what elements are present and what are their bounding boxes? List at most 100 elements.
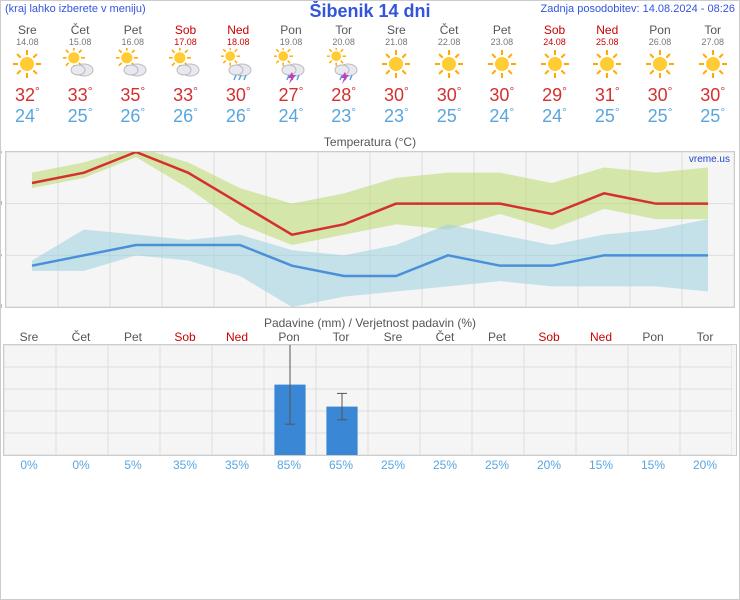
precipitation-day-row: SreČetPetSobNedPonTorSreČetPetSobNedPonT… <box>3 330 731 344</box>
low-temp: 26 <box>212 106 265 127</box>
day-date: 25.08 <box>581 37 634 47</box>
weather-icon <box>686 47 739 85</box>
precip-day-label: Ned <box>575 330 627 344</box>
day-date: 21.08 <box>370 37 423 47</box>
precipitation-chart-title: Padavine (mm) / Verjetnost padavin (%) <box>1 316 739 330</box>
high-temp: 27 <box>265 85 318 106</box>
precip-day-label: Sob <box>523 330 575 344</box>
low-temp: 23 <box>370 106 423 127</box>
day-date: 20.08 <box>317 37 370 47</box>
day-header: Pet 16.08 <box>106 23 159 47</box>
day-date: 18.08 <box>212 37 265 47</box>
precip-day-label: Sre <box>3 330 55 344</box>
temperature-chart-title: Temperatura (°C) <box>5 135 735 149</box>
low-temp: 24 <box>475 106 528 127</box>
temp-ylabel: 35 <box>0 147 2 158</box>
precip-day-label: Čet <box>55 330 107 344</box>
weather-icon <box>423 47 476 85</box>
weather-icon <box>317 47 370 85</box>
low-temp: 26 <box>106 106 159 127</box>
precip-probability: 20% <box>679 456 731 472</box>
low-temp: 26 <box>159 106 212 127</box>
high-temp: 28 <box>317 85 370 106</box>
precip-day-label: Sob <box>159 330 211 344</box>
low-temp: 24 <box>528 106 581 127</box>
low-temp: 24 <box>265 106 318 127</box>
day-date: 15.08 <box>54 37 107 47</box>
day-date: 22.08 <box>423 37 476 47</box>
high-temp: 32 <box>1 85 54 106</box>
low-temp-row: 2425262626242323252424252525 <box>1 106 739 127</box>
day-date: 14.08 <box>1 37 54 47</box>
precip-probability: 5% <box>107 456 159 472</box>
day-header: Sob 24.08 <box>528 23 581 47</box>
low-temp: 25 <box>634 106 687 127</box>
weather-icon-row <box>1 47 739 85</box>
precip-probability: 35% <box>159 456 211 472</box>
precip-probability: 0% <box>3 456 55 472</box>
precip-probability: 15% <box>627 456 679 472</box>
header: (kraj lahko izberete v meniju) Šibenik 1… <box>1 1 739 23</box>
day-of-week: Sob <box>159 23 212 37</box>
high-temp: 30 <box>634 85 687 106</box>
precip-day-label: Pon <box>263 330 315 344</box>
weather-icon <box>581 47 634 85</box>
day-date: 16.08 <box>106 37 159 47</box>
precip-probability: 65% <box>315 456 367 472</box>
temp-ylabel: 30 <box>0 198 2 209</box>
day-header: Tor 27.08 <box>686 23 739 47</box>
low-temp: 25 <box>581 106 634 127</box>
low-temp: 25 <box>54 106 107 127</box>
high-temp: 30 <box>423 85 476 106</box>
high-temp: 35 <box>106 85 159 106</box>
day-date: 17.08 <box>159 37 212 47</box>
precip-probability: 20% <box>523 456 575 472</box>
low-temp: 24 <box>1 106 54 127</box>
day-of-week: Sre <box>1 23 54 37</box>
day-header-row: Sre 14.08 Čet 15.08 Pet 16.08 Sob 17.08 … <box>1 23 739 47</box>
day-date: 27.08 <box>686 37 739 47</box>
day-header: Tor 20.08 <box>317 23 370 47</box>
day-of-week: Čet <box>54 23 107 37</box>
watermark: vreme.us <box>689 154 730 165</box>
day-of-week: Pon <box>265 23 318 37</box>
last-updated: Zadnja posodobitev: 14.08.2024 - 08:26 <box>541 3 735 15</box>
day-header: Ned 18.08 <box>212 23 265 47</box>
day-of-week: Čet <box>423 23 476 37</box>
low-temp: 23 <box>317 106 370 127</box>
day-of-week: Tor <box>686 23 739 37</box>
day-header: Pon 26.08 <box>634 23 687 47</box>
day-header: Pon 19.08 <box>265 23 318 47</box>
precip-day-label: Tor <box>679 330 731 344</box>
precip-probability: 15% <box>575 456 627 472</box>
precip-probability: 0% <box>55 456 107 472</box>
weather-icon <box>1 47 54 85</box>
day-header: Sre 14.08 <box>1 23 54 47</box>
high-temp: 30 <box>686 85 739 106</box>
high-temp: 30 <box>370 85 423 106</box>
day-of-week: Ned <box>581 23 634 37</box>
weather-icon <box>370 47 423 85</box>
temp-ylabel: 20 <box>0 302 2 313</box>
weather-icon <box>265 47 318 85</box>
day-header: Čet 15.08 <box>54 23 107 47</box>
temperature-chart-section: Temperatura (°C) vreme.us 20253035 <box>1 135 739 308</box>
weather-icon <box>634 47 687 85</box>
precip-probability: 35% <box>211 456 263 472</box>
precipitation-probability-row: 0%0%5%35%35%85%65%25%25%25%20%15%15%20% <box>3 456 731 472</box>
precipitation-chart: 00551010151520202525 <box>3 344 737 456</box>
precip-probability: 25% <box>419 456 471 472</box>
precip-day-label: Čet <box>419 330 471 344</box>
day-header: Čet 22.08 <box>423 23 476 47</box>
precip-probability: 25% <box>367 456 419 472</box>
high-temp: 33 <box>54 85 107 106</box>
weather-icon <box>475 47 528 85</box>
day-date: 23.08 <box>475 37 528 47</box>
day-of-week: Pet <box>106 23 159 37</box>
precip-day-label: Pet <box>107 330 159 344</box>
low-temp: 25 <box>686 106 739 127</box>
precip-day-label: Tor <box>315 330 367 344</box>
weather-icon <box>212 47 265 85</box>
high-temp: 30 <box>212 85 265 106</box>
high-temp: 30 <box>475 85 528 106</box>
